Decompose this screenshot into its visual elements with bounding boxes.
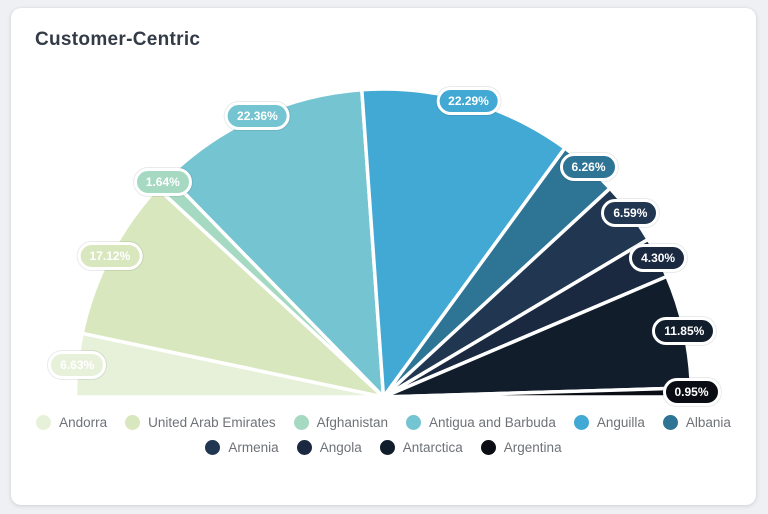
legend-dot-antarctica: [379, 440, 395, 455]
legend-label: Albania: [685, 415, 731, 430]
chart-legend: Andorra United Arab Emirates Afghanistan An…: [11, 415, 756, 455]
legend-dot-angola: [296, 440, 312, 455]
legend-label: United Arab Emirates: [148, 415, 276, 430]
slice-label-afghanistan: 1.64%: [133, 168, 192, 197]
legend-dot-armenia: [205, 440, 221, 455]
legend-item-afghanistan[interactable]: Afghanistan: [293, 415, 388, 430]
slice-label-angola: 4.30%: [629, 243, 688, 272]
legend-label: Afghanistan: [316, 415, 388, 430]
slice-label-albania: 6.26%: [559, 153, 618, 182]
legend-item-antarctica[interactable]: Antarctica: [379, 440, 463, 455]
legend-label: Angola: [319, 440, 362, 455]
legend-dot-anguilla: [573, 415, 589, 430]
legend-label: Armenia: [228, 440, 279, 455]
legend-item-antigua-and-barbuda[interactable]: Antigua and Barbuda: [405, 415, 556, 430]
slice-label-andorra: 6.63%: [48, 351, 107, 379]
legend-item-andorra[interactable]: Andorra: [36, 415, 107, 430]
chart-card: Customer-Centric 6.63% 17.12% 1.64% 22.36% 2…: [11, 8, 756, 505]
legend-label: Andorra: [59, 415, 108, 430]
legend-dot-united-arab-emirates: [125, 415, 141, 430]
legend-item-albania[interactable]: Albania: [662, 415, 731, 430]
legend-item-angola[interactable]: Angola: [296, 440, 362, 455]
legend-label: Argentina: [503, 440, 562, 455]
legend-item-united-arab-emirates[interactable]: United Arab Emirates: [125, 415, 276, 430]
chart-title: Customer-Centric: [35, 29, 201, 50]
pie-svg: [73, 87, 694, 399]
slice-label-armenia: 6.59%: [601, 198, 660, 227]
legend-label: Anguilla: [596, 415, 645, 430]
slice-label-antarctica: 11.85%: [652, 317, 717, 345]
semicircle-pie-chart: 6.63% 17.12% 1.64% 22.36% 22.29% 6.26% 6.59% 4.…: [11, 53, 756, 407]
slice-label-united-arab-emirates: 17.12%: [77, 241, 143, 270]
legend-row: Andorra United Arab Emirates Afghanistan An…: [11, 415, 756, 430]
legend-dot-andorra: [36, 415, 52, 430]
slice-label-argentina: 0.95%: [662, 378, 721, 407]
slice-label-anguilla: 22.29%: [436, 87, 501, 115]
legend-row: Armenia Angola Antarctica Argentina: [11, 440, 756, 455]
legend-dot-argentina: [480, 440, 496, 455]
legend-item-armenia[interactable]: Armenia: [205, 440, 279, 455]
legend-item-argentina[interactable]: Argentina: [480, 440, 562, 455]
legend-item-anguilla[interactable]: Anguilla: [573, 415, 645, 430]
slice-label-antigua-and-barbuda: 22.36%: [225, 102, 290, 130]
legend-label: Antigua and Barbuda: [428, 415, 556, 430]
legend-dot-antigua-and-barbuda: [405, 415, 421, 430]
legend-dot-albania: [662, 415, 678, 430]
legend-dot-afghanistan: [293, 415, 309, 430]
legend-label: Antarctica: [402, 440, 463, 455]
